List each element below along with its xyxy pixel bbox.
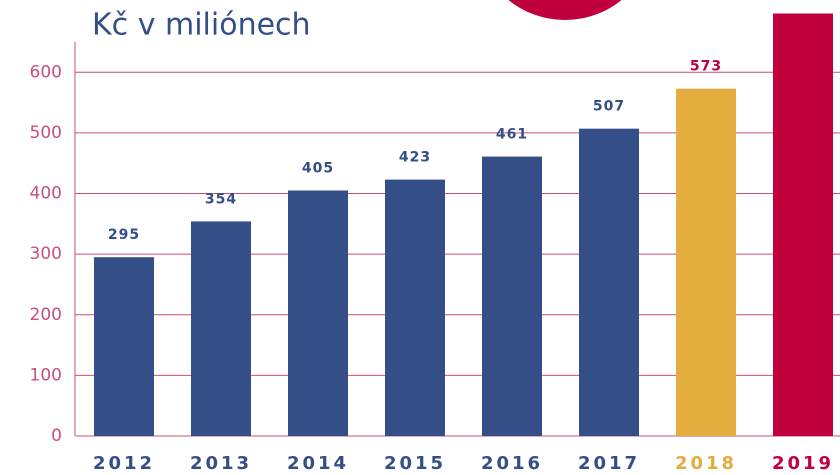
y-tick-label: 600 — [30, 62, 62, 82]
decoration — [508, 0, 622, 20]
y-tick-label: 200 — [30, 305, 62, 325]
bar — [579, 128, 639, 436]
value-label: 405 — [302, 161, 334, 177]
x-tick-label: 2017 — [578, 453, 640, 474]
value-label: 354 — [205, 191, 237, 207]
bar — [288, 190, 348, 436]
x-tick-label: 2019 — [772, 453, 834, 474]
y-tick-label: 500 — [30, 123, 62, 143]
x-tick-label: 2013 — [190, 453, 252, 474]
y-tick-label: 100 — [30, 365, 62, 385]
value-label: 697 — [787, 12, 819, 28]
bar — [385, 179, 445, 436]
y-tick-label: 400 — [30, 184, 62, 204]
x-tick-label: 2016 — [481, 453, 543, 474]
value-label: 507 — [593, 99, 625, 115]
y-tick-label: 0 — [51, 426, 62, 446]
chart-title: Kč v miliónech — [92, 8, 311, 43]
x-tick-label: 2018 — [675, 453, 737, 474]
bar — [191, 221, 251, 436]
x-tick-label: 2012 — [93, 453, 155, 474]
value-label: 573 — [690, 59, 722, 75]
bar — [773, 13, 833, 436]
x-tick-label: 2014 — [287, 453, 349, 474]
value-label: 423 — [399, 150, 431, 166]
value-label: 295 — [108, 227, 140, 243]
value-label: 461 — [496, 127, 528, 143]
y-tick-label: 300 — [30, 244, 62, 264]
x-tick-label: 2015 — [384, 453, 446, 474]
bar — [94, 257, 154, 436]
bar — [676, 88, 736, 437]
bar — [482, 156, 542, 436]
